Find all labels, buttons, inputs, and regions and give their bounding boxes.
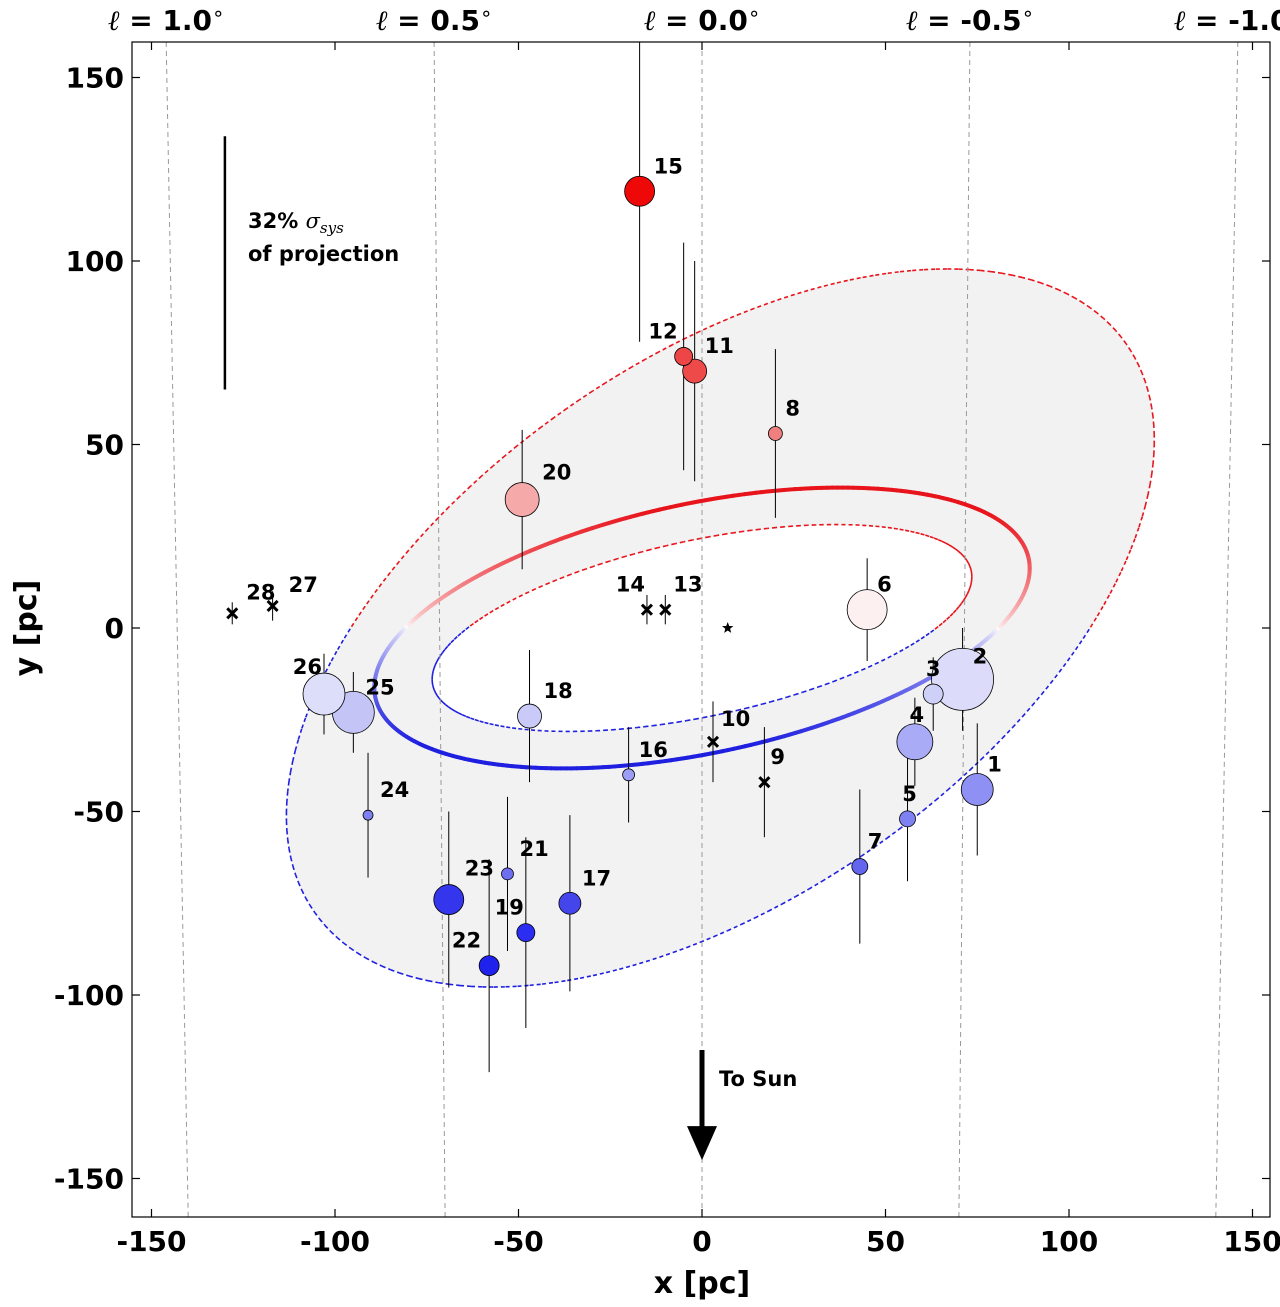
y-tick-label: -150 — [54, 1163, 124, 1196]
y-tick-label: -100 — [54, 979, 124, 1012]
uncertainty-band — [286, 268, 1155, 988]
point-13 — [659, 603, 672, 616]
to-sun-label: To Sun — [719, 1067, 797, 1091]
point-label-7: 7 — [868, 830, 883, 854]
point-label-1: 1 — [987, 752, 1002, 776]
point-3 — [922, 683, 944, 705]
y-tick-label: -50 — [73, 796, 124, 829]
point-16 — [622, 768, 635, 782]
point-2 — [931, 647, 994, 711]
x-tick-label: 0 — [692, 1225, 711, 1258]
point-label-layer: 1234567891011121314151617181920212223242… — [246, 154, 1002, 952]
point-4 — [896, 723, 934, 761]
point-5 — [899, 810, 916, 828]
outer-band-border — [285, 268, 1156, 988]
point-8 — [768, 426, 783, 441]
inner-band-border — [431, 523, 973, 733]
systematic-label-line2: of projection — [248, 242, 399, 266]
point-1 — [960, 773, 994, 806]
y-axis-title: y [pc] — [9, 580, 44, 677]
point-label-12: 12 — [648, 319, 677, 343]
x-tick-label: 100 — [1040, 1225, 1098, 1258]
longitude-label: ℓ = 0.5∘ — [376, 1, 493, 37]
systematic-label-line1: 32% σsys — [248, 209, 344, 237]
longitude-line — [1215, 42, 1239, 1217]
sgr-a-star-marker — [722, 622, 734, 633]
x-axis-title: x [pc] — [654, 1266, 750, 1301]
x-tick-label: -150 — [116, 1225, 186, 1258]
point-23 — [433, 884, 465, 915]
point-14 — [640, 603, 654, 616]
orbit-layer — [372, 485, 1032, 771]
point-6 — [846, 589, 888, 631]
point-label-21: 21 — [519, 837, 548, 861]
point-11 — [682, 358, 708, 384]
point-label-4: 4 — [910, 703, 925, 727]
point-label-5: 5 — [902, 782, 917, 806]
point-label-11: 11 — [705, 334, 734, 358]
point-label-3: 3 — [926, 657, 941, 681]
point-label-24: 24 — [380, 778, 409, 802]
point-label-16: 16 — [639, 738, 668, 762]
point-27 — [266, 599, 279, 613]
longitude-label: ℓ = 1.0∘ — [108, 1, 225, 37]
point-label-15: 15 — [654, 154, 683, 178]
point-label-10: 10 — [721, 707, 750, 731]
point-10 — [706, 735, 720, 748]
axes-layer: ℓ = 1.0∘ ℓ = 0.5∘ ℓ = 0.0∘ ℓ = -0.5∘ ℓ = -1.… — [9, 1, 1280, 1301]
longitude-line — [958, 42, 971, 1217]
point-label-25: 25 — [365, 675, 394, 699]
point-label-13: 13 — [673, 573, 702, 597]
point-label-27: 27 — [289, 573, 318, 597]
point-label-8: 8 — [785, 396, 800, 420]
point-12 — [674, 347, 694, 366]
x-tick-label: -100 — [300, 1225, 370, 1258]
point-label-28: 28 — [246, 580, 275, 604]
x-tick-label: -50 — [493, 1225, 544, 1258]
points-layer — [226, 175, 994, 977]
point-22 — [478, 955, 500, 977]
point-9 — [758, 776, 771, 789]
plot-frame — [131, 41, 1271, 1218]
point-21 — [501, 867, 514, 881]
point-label-9: 9 — [770, 745, 785, 769]
point-28 — [226, 607, 239, 620]
annotation-layer: 32% σsys of projection To Sun — [223, 136, 797, 1161]
longitude-line — [433, 42, 446, 1217]
point-label-23: 23 — [465, 857, 494, 881]
point-label-2: 2 — [973, 644, 988, 668]
point-26 — [302, 672, 346, 716]
longitude-line — [165, 42, 189, 1217]
y-tick-label: 0 — [105, 612, 124, 645]
point-17 — [558, 891, 582, 915]
x-tick-label: 50 — [866, 1225, 905, 1258]
point-label-17: 17 — [582, 866, 611, 890]
y-tick-label: 100 — [66, 245, 124, 278]
point-19 — [516, 923, 536, 943]
longitude-label: ℓ = -0.5∘ — [906, 1, 1034, 37]
longitude-label: ℓ = 0.0∘ — [644, 1, 761, 37]
point-18 — [517, 703, 542, 729]
orbit — [372, 485, 1032, 771]
longitude-grid — [165, 42, 1239, 1217]
y-tick-label: 150 — [66, 62, 124, 95]
point-20 — [504, 482, 540, 517]
y-tick-label: 50 — [85, 429, 124, 462]
point-label-20: 20 — [542, 461, 571, 485]
point-label-26: 26 — [293, 655, 322, 679]
point-label-18: 18 — [544, 679, 573, 703]
point-label-22: 22 — [452, 929, 481, 953]
point-7 — [851, 858, 869, 875]
point-label-6: 6 — [877, 573, 892, 597]
longitude-label: ℓ = -1.0∘ — [1174, 1, 1280, 37]
point-15 — [624, 175, 656, 207]
x-tick-label: 150 — [1223, 1225, 1280, 1258]
band-layer — [285, 268, 1156, 988]
point-label-19: 19 — [495, 896, 524, 920]
to-sun-arrowhead — [687, 1126, 717, 1161]
point-24 — [362, 809, 374, 821]
point-label-14: 14 — [616, 573, 645, 597]
